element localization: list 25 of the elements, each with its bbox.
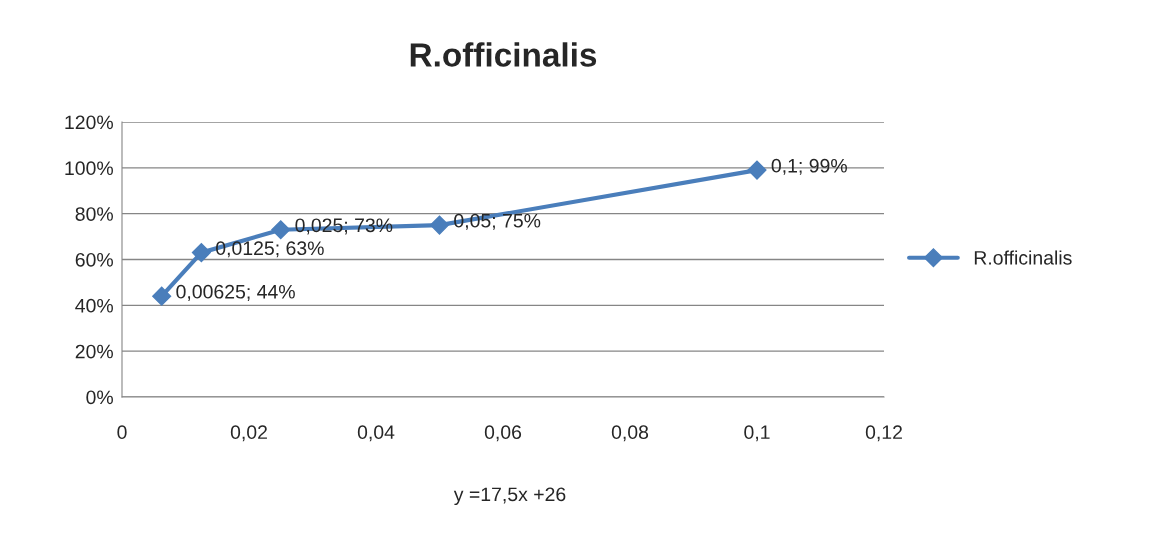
y-tick-label: 100% — [65, 161, 113, 176]
data-label: 0,0125; 63% — [216, 241, 324, 258]
y-tick-label: 0% — [86, 390, 113, 405]
point — [747, 160, 767, 180]
y-tick-label: 80% — [75, 207, 113, 221]
point — [429, 215, 450, 235]
y-tick-label: 20% — [75, 344, 113, 359]
text: y =17,5x +26 — [453, 487, 566, 506]
x-tick-label: 0,12 — [865, 425, 902, 442]
chart-title: R.officinalis — [410, 42, 597, 67]
x-tick-label: 0,08 — [611, 425, 649, 442]
legend-label: R.officinalis — [974, 250, 1072, 265]
x-tick-label: 0,02 — [230, 425, 267, 442]
x-tick-label: 0,1 — [744, 425, 770, 442]
x-tick-label: 0,06 — [484, 425, 522, 442]
point — [152, 286, 172, 306]
point — [191, 243, 211, 263]
data-label: 0,00625; 44% — [176, 284, 295, 301]
y-tick-label: 40% — [75, 298, 113, 313]
x-tick-label: 0 — [117, 425, 127, 440]
y-tick-label: 60% — [75, 252, 113, 267]
y-tick-label: 120% — [65, 115, 113, 130]
x-tick-label: 0,04 — [357, 425, 395, 442]
point — [271, 220, 291, 240]
data-label: 0,1; 99% — [771, 158, 847, 175]
